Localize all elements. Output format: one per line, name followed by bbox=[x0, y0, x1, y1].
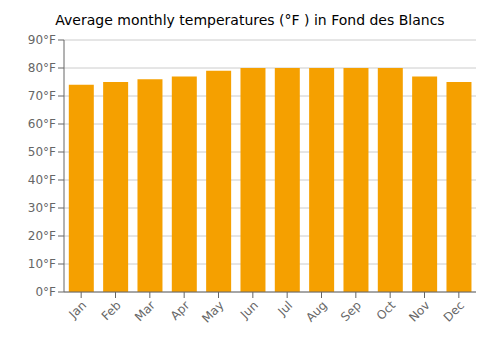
svg-text:70°F: 70°F bbox=[28, 89, 56, 103]
svg-text:Nov: Nov bbox=[406, 298, 432, 324]
svg-text:10°F: 10°F bbox=[28, 257, 56, 271]
svg-text:40°F: 40°F bbox=[28, 173, 56, 187]
svg-text:0°F: 0°F bbox=[35, 285, 56, 299]
svg-text:Apr: Apr bbox=[168, 298, 193, 323]
svg-text:Sep: Sep bbox=[338, 298, 364, 324]
svg-text:Feb: Feb bbox=[99, 298, 124, 323]
svg-text:Aug: Aug bbox=[303, 298, 329, 324]
svg-text:Oct: Oct bbox=[374, 298, 399, 323]
svg-text:Mar: Mar bbox=[132, 298, 158, 324]
svg-text:60°F: 60°F bbox=[28, 117, 56, 131]
svg-text:Dec: Dec bbox=[441, 298, 467, 324]
svg-text:May: May bbox=[199, 298, 226, 325]
svg-text:Jun: Jun bbox=[237, 298, 261, 322]
svg-text:Jan: Jan bbox=[66, 298, 90, 322]
svg-text:80°F: 80°F bbox=[28, 61, 56, 75]
svg-text:50°F: 50°F bbox=[28, 145, 56, 159]
html-text:Average monthly temperatures (: Average monthly temperatures (°F ) in Fo… bbox=[55, 12, 445, 28]
svg-text:30°F: 30°F bbox=[28, 201, 56, 215]
svg-text:Jul: Jul bbox=[274, 298, 295, 319]
svg-text:90°F: 90°F bbox=[28, 33, 56, 47]
svg-text:20°F: 20°F bbox=[28, 229, 56, 243]
